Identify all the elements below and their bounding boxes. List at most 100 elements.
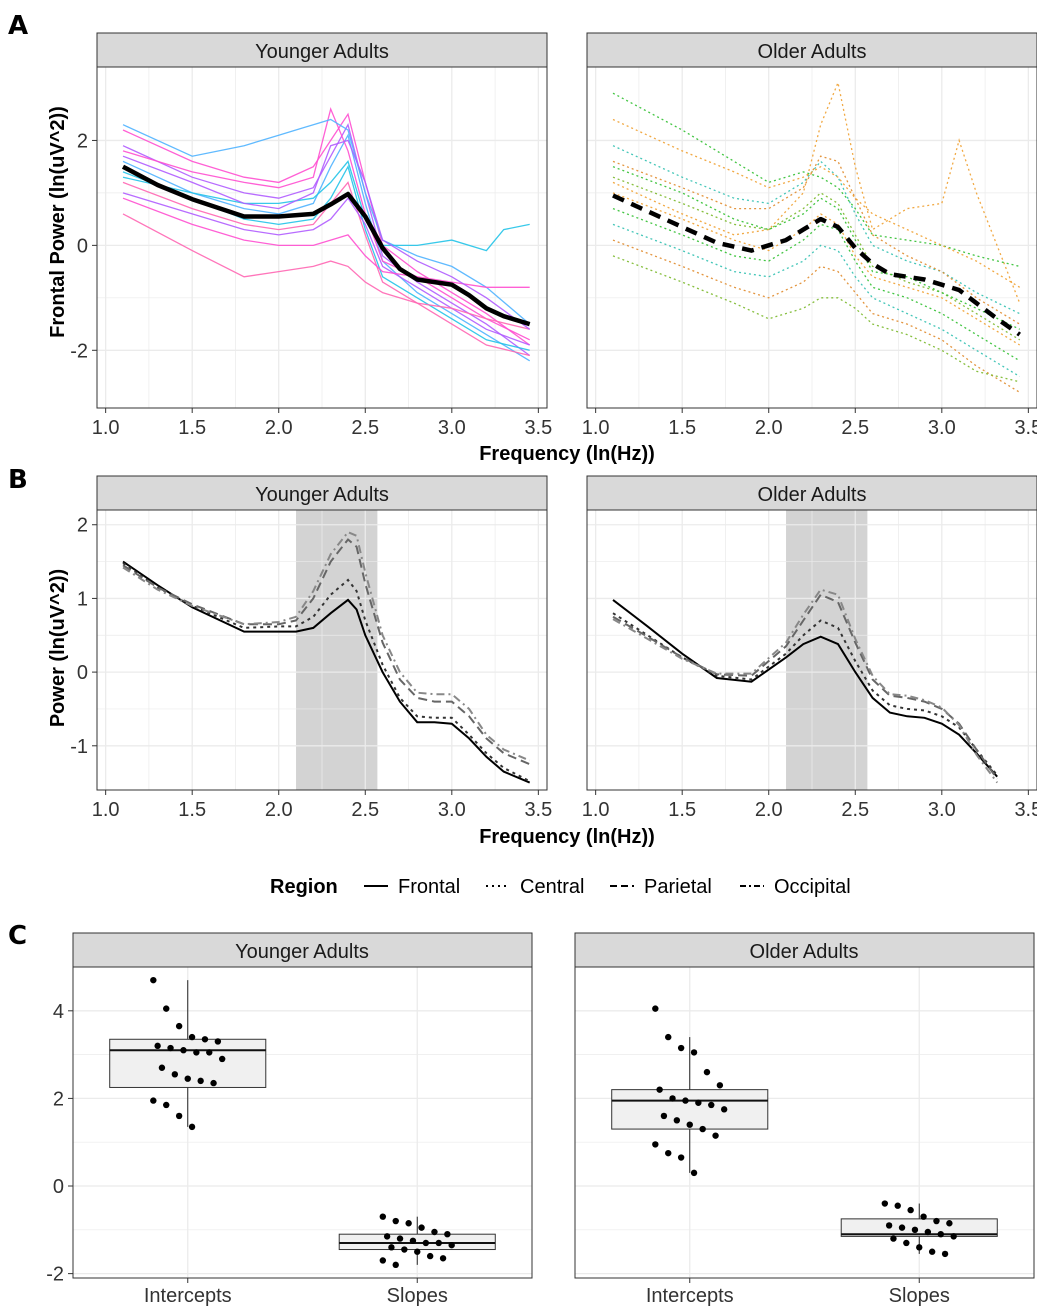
plot-border [586,509,1037,791]
axis-ticks: Intercepts Slopes -2 0 2 4 [46,1001,448,1307]
legend-title: Region [270,876,338,898]
participant-line [122,122,531,357]
x-tick-label: 2.0 [755,799,783,821]
panel-b-xlabel: Frequency (ln(Hz)) [479,826,655,848]
data-point [163,1005,170,1012]
data-point [665,1149,672,1157]
x-tick-label: Intercepts [144,1285,232,1307]
y-tick-label: 2 [53,1088,64,1110]
y-tick-label: 0 [77,662,88,684]
x-tick-label: 3.5 [1014,799,1037,821]
x-tick-label: 2.5 [841,799,869,821]
strip-c-younger-label: Younger Adults [235,941,369,963]
data-point [933,1217,940,1225]
x-tick-label: 1.5 [668,417,696,439]
data-point [677,1154,685,1161]
data-point [154,1042,161,1050]
x-tick-label: 3.0 [438,417,466,439]
participant-line [122,160,530,252]
plot-c-younger: Intercepts Slopes -2 0 2 4 [46,966,533,1307]
plot-border [72,966,533,1279]
x-tick-label: 1.5 [178,417,206,439]
panel-label-c: C [8,921,27,951]
data-point [660,1112,668,1120]
data-point [720,1106,728,1113]
data-point [409,1237,417,1244]
x-tick-label: Intercepts [646,1285,734,1307]
boxplot-slopes [840,1200,998,1258]
panel-label-a: A [8,11,28,41]
data-point [163,1101,170,1109]
legend-label-occipital: Occipital [774,876,851,898]
y-tick-label: -1 [70,736,88,758]
data-point [401,1246,408,1253]
data-point [405,1220,412,1227]
participant-line [612,239,1021,393]
data-point [379,1213,387,1220]
data-point [703,1068,711,1076]
region-line-occipital [612,588,999,784]
data-point [941,1250,949,1258]
data-point [150,1097,157,1104]
data-point [652,1141,659,1148]
x-tick-label: 3.0 [928,417,956,439]
data-point [677,1044,685,1052]
data-point [392,1217,399,1225]
plot-border [96,509,548,791]
legend-label-frontal: Frontal [398,876,460,898]
region-line-frontal [122,560,531,784]
strip-b-younger: Younger Adults [96,475,548,511]
plot-border [574,966,1035,1279]
participant-line [122,139,531,330]
x-tick-label: 3.5 [1014,417,1037,439]
x-tick-label: 2.5 [351,417,379,439]
gridlines [97,510,547,790]
participant-line [122,118,531,325]
participant-line [122,181,530,357]
plot-border [96,66,548,409]
data-point [937,1230,944,1238]
participant-line [612,118,1021,288]
data-point [690,1169,698,1177]
data-point [911,1226,919,1234]
data-point [695,1099,702,1106]
data-point [652,1005,659,1012]
data-point [712,1132,719,1139]
series-lines [612,80,1021,393]
data-point [188,1033,196,1041]
strip-a-older: Older Adults [586,32,1037,68]
x-tick-label: 2.5 [841,417,869,439]
y-tick-label: -2 [46,1264,64,1286]
boxplot-slopes [338,1213,496,1269]
participant-line [122,164,530,351]
data-point [669,1095,676,1102]
x-tick-label: 3.0 [928,799,956,821]
participant-line [612,80,1021,304]
region-line-central [122,562,531,783]
series-lines [122,530,531,784]
data-point [383,1233,391,1240]
participant-line [612,255,1020,383]
y-tick-label: 0 [77,235,88,257]
y-tick-label: -2 [70,340,88,362]
data-point [439,1255,447,1262]
data-point [206,1049,213,1056]
data-point [197,1077,204,1085]
data-point [903,1239,910,1247]
x-tick-label: 1.5 [178,799,206,821]
box-iqr [840,1218,998,1237]
data-point [894,1202,901,1209]
strip-b-younger-label: Younger Adults [255,484,389,506]
data-point [690,1049,698,1056]
plot-a-younger: 1.0 1.5 2.0 2.5 3.0 3.5 -2 0 2 [70,66,552,439]
data-point [924,1228,932,1236]
data-point [448,1241,455,1249]
participant-line [612,192,1021,346]
y-tick-label: 4 [53,1001,64,1023]
data-point [422,1239,430,1247]
panel-a-xlabel: Frequency (ln(Hz)) [479,443,655,465]
panel-a-ylabel: Frontal Power (ln(uV^2)) [47,106,69,338]
data-point [890,1235,897,1242]
x-tick-label: 1.0 [92,417,120,439]
